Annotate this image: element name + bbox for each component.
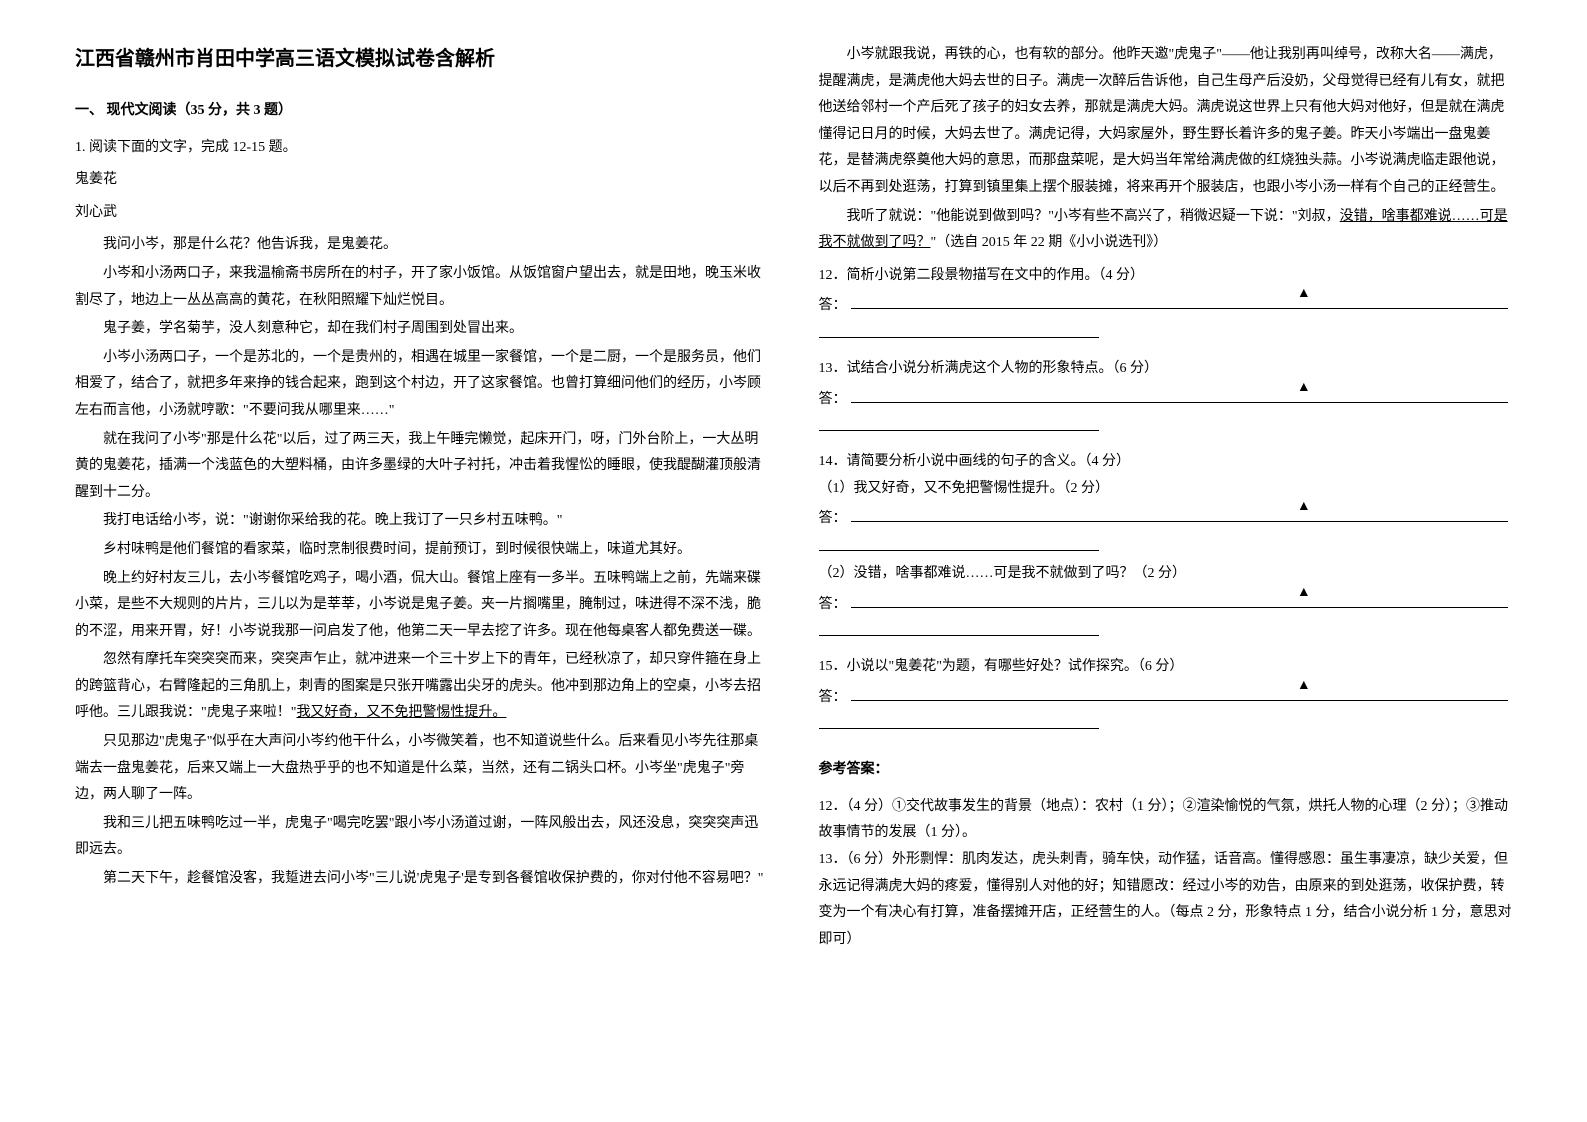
paragraph: 小岑小汤两口子，一个是苏北的，一个是贵州的，相遇在城里一家餐馆，一个是二厨，一个… xyxy=(75,345,769,425)
paragraph: 乡村味鸭是他们餐馆的看家菜，临时烹制很费时间，提前预订，到时候很快端上，味道尤其… xyxy=(75,537,769,564)
triangle-icon: ▲ xyxy=(1297,673,1311,700)
question-1-meta: 1. 阅读下面的文字，完成 12-15 题。 xyxy=(75,135,769,162)
triangle-icon: ▲ xyxy=(1297,580,1311,607)
story-title: 鬼姜花 xyxy=(75,167,769,194)
triangle-icon: ▲ xyxy=(1297,375,1311,402)
paragraph: 我和三儿把五味鸭吃过一半，虎鬼子"喝完吃罢"跟小岑小汤道过谢，一阵风般出去，风还… xyxy=(75,811,769,864)
answer-12: 12．（4 分）①交代故事发生的背景（地点）：农村（1 分）；②渲染愉悦的气氛，… xyxy=(819,794,1513,847)
answer-line-q14-1: 答： ▲ xyxy=(819,506,1513,533)
left-column: 江西省赣州市肖田中学高三语文模拟试卷含解析 一、 现代文阅读（35 分，共 3 … xyxy=(50,40,794,1082)
triangle-icon: ▲ xyxy=(1297,281,1311,308)
question-15: 15．小说以"鬼姜花"为题，有哪些好处？试作探究。（6 分） xyxy=(819,654,1513,681)
right-column: 小岑就跟我说，再铁的心，也有软的部分。他昨天邀"虎鬼子"——他让我别再叫绰号，改… xyxy=(794,40,1538,1082)
paragraph: 鬼子姜，学名菊芋，没人刻意种它，却在我们村子周围到处冒出来。 xyxy=(75,316,769,343)
blank-line-continuation[interactable] xyxy=(819,324,1099,338)
paragraph-text-tail: "（选自 2015 年 22 期《小小说选刊》） xyxy=(931,235,1168,250)
blank-line-continuation[interactable] xyxy=(819,622,1099,636)
answer-label: 答： xyxy=(819,592,847,619)
paragraph: 第二天下午，趁餐馆没客，我踅进去问小岑"三儿说'虎鬼子'是专到各餐馆收保护费的，… xyxy=(75,866,769,893)
answer-line-q12: 答： ▲ xyxy=(819,293,1513,320)
paragraph: 忽然有摩托车突突突而来，突突声乍止，就冲进来一个三十岁上下的青年，已经秋凉了，却… xyxy=(75,647,769,727)
blank-line[interactable]: ▲ xyxy=(851,508,1509,522)
paragraph: 就在我问了小岑"那是什么花"以后，过了两三天，我上午睡完懒觉，起床开门，呀，门外… xyxy=(75,427,769,507)
section-heading: 一、 现代文阅读（35 分，共 3 题） xyxy=(75,98,769,125)
answer-line-q15: 答： ▲ xyxy=(819,685,1513,712)
answer-label: 答： xyxy=(819,293,847,320)
triangle-icon: ▲ xyxy=(1297,494,1311,521)
document-title: 江西省赣州市肖田中学高三语文模拟试卷含解析 xyxy=(75,40,769,78)
question-12: 12．简析小说第二段景物描写在文中的作用。（4 分） xyxy=(819,263,1513,290)
question-14-sub2: （2）没错，啥事都难说……可是我不就做到了吗？（2 分） xyxy=(819,561,1513,588)
paragraph: 我听了就说："他能说到做到吗？"小岑有些不高兴了，稍微迟疑一下说："刘叔，没错，… xyxy=(819,204,1513,257)
blank-line[interactable]: ▲ xyxy=(851,389,1509,403)
blank-line[interactable]: ▲ xyxy=(851,295,1509,309)
paragraph: 晚上约好村友三儿，去小岑餐馆吃鸡子，喝小酒，侃大山。餐馆上座有一多半。五味鸭端上… xyxy=(75,566,769,646)
blank-line-continuation[interactable] xyxy=(819,715,1099,729)
paragraph: 小岑就跟我说，再铁的心，也有软的部分。他昨天邀"虎鬼子"——他让我别再叫绰号，改… xyxy=(819,42,1513,202)
answer-13: 13．（6 分）外形剽悍：肌肉发达，虎头刺青，骑车快，动作猛，话音高。懂得感恩：… xyxy=(819,847,1513,953)
question-14-sub1: （1）我又好奇，又不免把警惕性提升。（2 分） xyxy=(819,476,1513,503)
answer-line-q14-2: 答： ▲ xyxy=(819,592,1513,619)
blank-line-continuation[interactable] xyxy=(819,537,1099,551)
answer-label: 答： xyxy=(819,387,847,414)
paragraph: 我问小岑，那是什么花？他告诉我，是鬼姜花。 xyxy=(75,232,769,259)
blank-line[interactable]: ▲ xyxy=(851,687,1509,701)
answer-line-q13: 答： ▲ xyxy=(819,387,1513,414)
story-author: 刘心武 xyxy=(75,200,769,227)
answer-label: 答： xyxy=(819,506,847,533)
blank-line[interactable]: ▲ xyxy=(851,594,1509,608)
reference-answers-heading: 参考答案： xyxy=(819,757,1513,784)
blank-line-continuation[interactable] xyxy=(819,417,1099,431)
paragraph: 小岑和小汤两口子，来我温榆斋书房所在的村子，开了家小饭馆。从饭馆窗户望出去，就是… xyxy=(75,261,769,314)
question-14: 14．请简要分析小说中画线的句子的含义。（4 分） xyxy=(819,449,1513,476)
paragraph: 只见那边"虎鬼子"似乎在大声问小岑约他干什么，小岑微笑着，也不知道说些什么。后来… xyxy=(75,729,769,809)
question-13: 13．试结合小说分析满虎这个人物的形象特点。（6 分） xyxy=(819,356,1513,383)
answer-label: 答： xyxy=(819,685,847,712)
paragraph: 我打电话给小岑，说："谢谢你采给我的花。晚上我订了一只乡村五味鸭。" xyxy=(75,508,769,535)
underlined-text-1: 我又好奇，又不免把警惕性提升。 xyxy=(296,705,506,720)
paragraph-text: 我听了就说："他能说到做到吗？"小岑有些不高兴了，稍微迟疑一下说："刘叔， xyxy=(847,209,1340,224)
